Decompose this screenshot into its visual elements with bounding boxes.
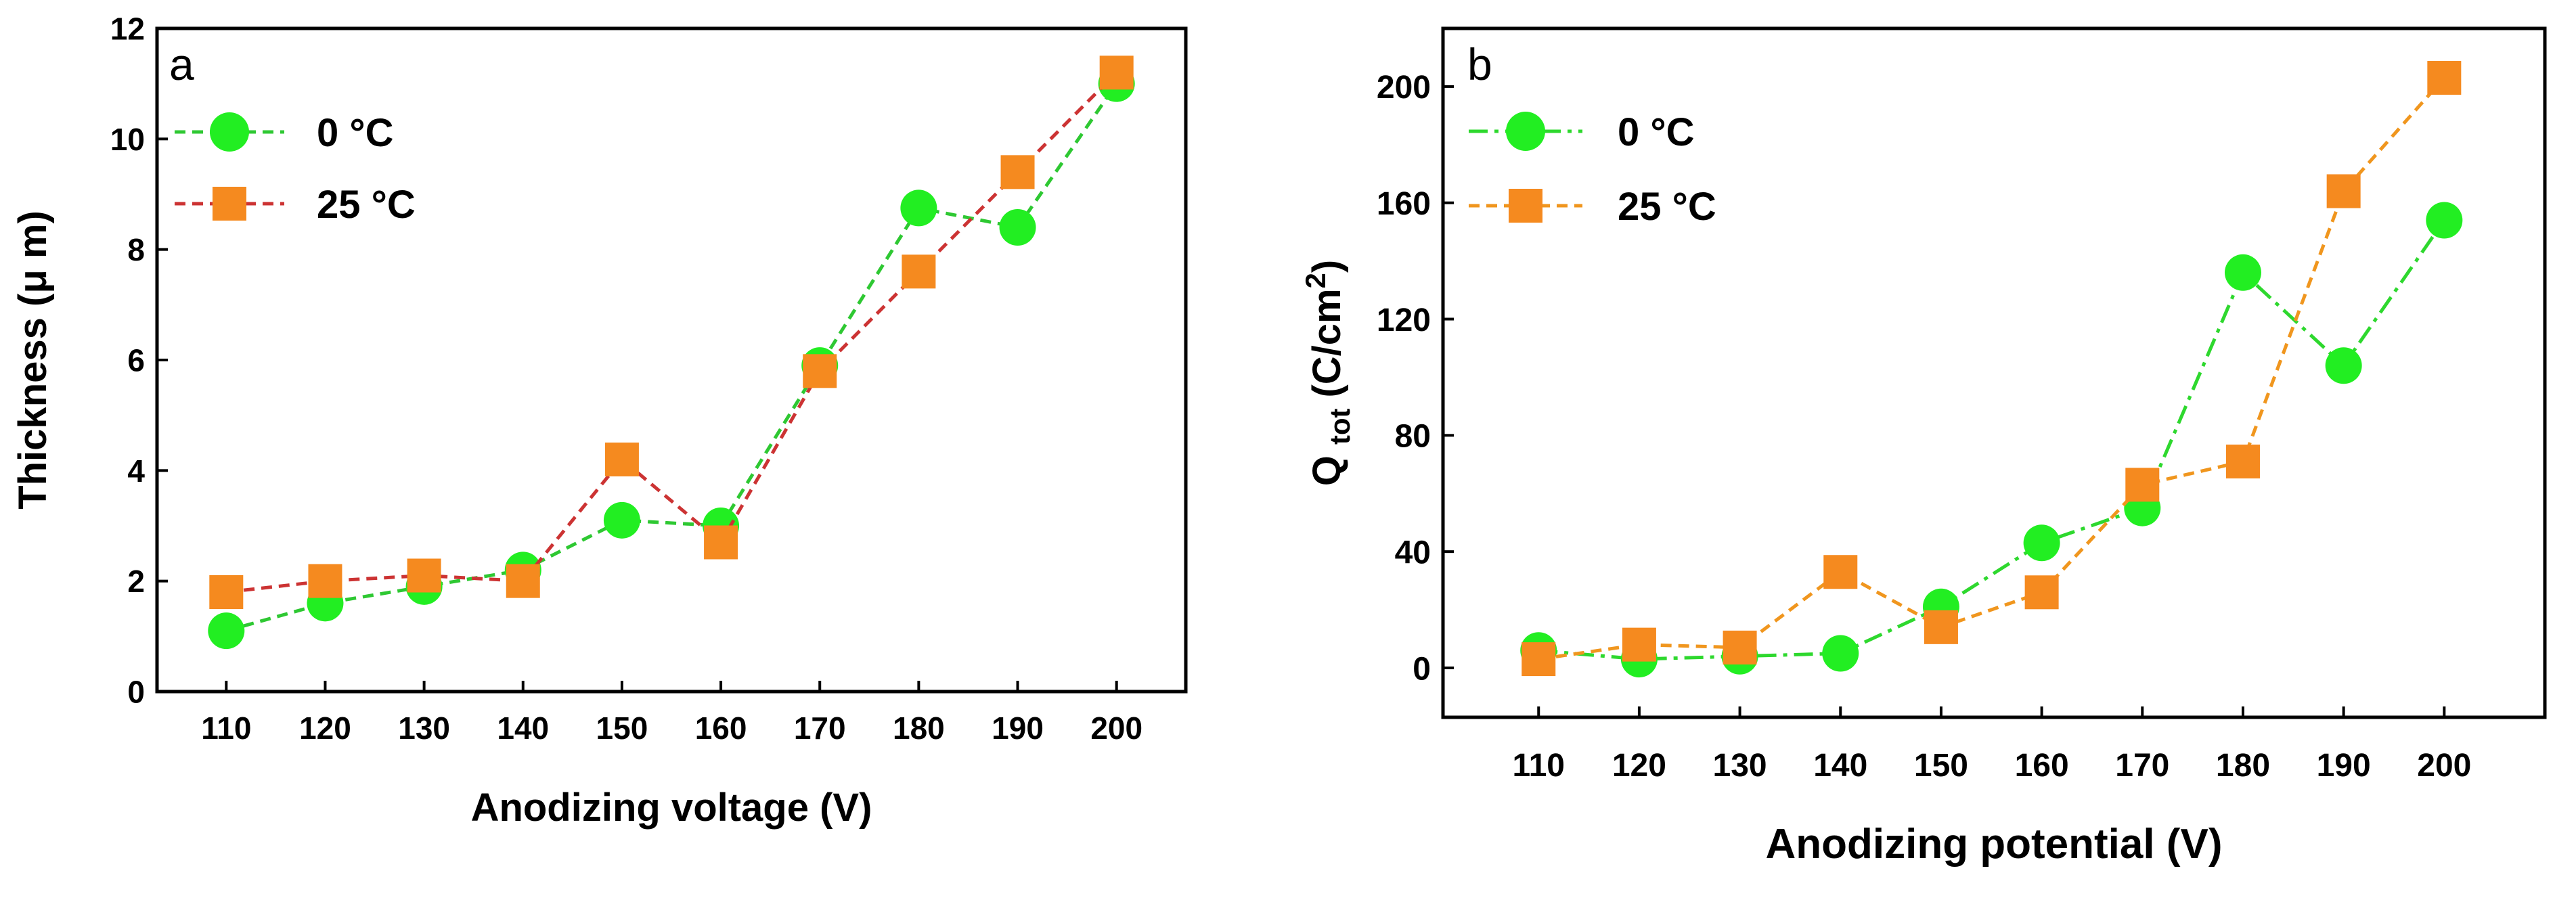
y-tick-label: 120 — [1377, 302, 1431, 338]
x-tick-label: 170 — [2115, 748, 2169, 784]
data-point-circle — [999, 209, 1036, 246]
series-line-warm — [1538, 76, 2446, 661]
y-tick-label: 0 — [127, 675, 145, 710]
y-tick-label: 0 — [1413, 651, 1431, 687]
x-tick-label: 200 — [2417, 748, 2471, 784]
chart-panel-b: 0 40 80 120 160 200 110 120 130 140 150 160 170 180 19… — [1300, 26, 2547, 868]
x-tick-label: 110 — [201, 711, 251, 746]
data-point-square — [803, 354, 837, 388]
data-point-circle — [2023, 524, 2060, 562]
data-point-square — [1000, 155, 1035, 189]
y-tick-label: 4 — [127, 453, 145, 489]
data-point-square — [1924, 610, 1958, 644]
x-tick-label: 130 — [1713, 748, 1767, 784]
y-tick-label: 2 — [127, 564, 145, 599]
series-line-cold — [1538, 219, 2446, 661]
x-tick-label: 120 — [299, 711, 351, 746]
data-point-circle — [1822, 635, 1859, 672]
x-tick-label: 170 — [794, 711, 846, 746]
data-point-square — [1723, 630, 1757, 665]
data-point-circle — [2224, 254, 2261, 291]
x-tick-label: 180 — [893, 711, 945, 746]
series-line-cold — [225, 83, 1118, 633]
data-point-square — [308, 564, 342, 598]
data-point-square — [2225, 445, 2260, 479]
legend-label: 25 °C — [317, 183, 416, 227]
legend-marker-square — [1509, 189, 1542, 223]
x-tick-label: 150 — [1914, 748, 1968, 784]
x-tick-label: 140 — [497, 711, 549, 746]
y-tick-label: 6 — [127, 343, 145, 378]
data-point-square — [2125, 468, 2160, 502]
legend-label: 0 °C — [1618, 110, 1694, 154]
x-tick-label: 110 — [1513, 748, 1565, 784]
panel-letter: a — [169, 39, 194, 89]
data-point-square — [506, 564, 540, 598]
x-tick-label: 160 — [695, 711, 747, 746]
y-axis-title-sub: tot — [1324, 409, 1356, 445]
x-tick-label: 120 — [1612, 748, 1666, 784]
legend-marker-circle — [210, 112, 249, 152]
y-axis-title: Thickness (μ m) — [11, 210, 55, 510]
y-axis-title-unit: (C/cm — [1305, 288, 1349, 408]
y-axis-title-sup: 2 — [1300, 273, 1331, 288]
data-point-square — [902, 254, 936, 289]
data-point-circle — [900, 189, 937, 227]
y-axis-title-main: Q — [1305, 445, 1349, 486]
data-point-square — [2326, 174, 2361, 208]
data-point-square — [704, 525, 738, 560]
data-point-square — [2427, 61, 2462, 95]
x-tick-label: 180 — [2216, 748, 2270, 784]
data-point-circle — [2426, 202, 2463, 239]
series-line-warm — [226, 71, 1118, 594]
legend-marker-square — [213, 187, 246, 221]
data-point-square — [407, 558, 441, 593]
y-tick-label: 40 — [1395, 535, 1431, 570]
y-axis-title-close: ) — [1305, 260, 1349, 273]
x-tick-label: 140 — [1813, 748, 1867, 784]
data-point-square — [209, 575, 244, 609]
data-point-circle — [208, 612, 245, 650]
data-point-square — [2024, 575, 2059, 610]
legend-label: 25 °C — [1618, 185, 1716, 229]
data-point-square — [604, 443, 639, 476]
panel-letter: b — [1467, 39, 1492, 89]
legend-label: 0 °C — [317, 111, 393, 155]
plot-frame — [1441, 26, 2547, 719]
x-tick-label: 190 — [992, 711, 1044, 746]
x-tick-label: 160 — [2015, 748, 2069, 784]
y-tick-label: 8 — [127, 232, 145, 267]
x-axis-title: Anodizing potential (V) — [1765, 821, 2222, 868]
chart-panel-a: 0 2 4 6 8 10 12 110 120 130 140 150 160 170 180 190 200 A… — [11, 12, 1188, 830]
y-tick-label: 10 — [110, 122, 145, 157]
y-axis-title: Q tot (C/cm2) — [1300, 260, 1356, 486]
x-tick-label: 200 — [1090, 711, 1142, 746]
data-point-square — [1823, 555, 1858, 589]
x-tick-label: 130 — [398, 711, 450, 746]
data-point-square — [1522, 642, 1556, 677]
y-tick-label: 200 — [1377, 70, 1431, 106]
data-point-square — [1099, 55, 1134, 90]
data-point-circle — [2325, 347, 2362, 384]
y-tick-label: 80 — [1395, 419, 1431, 455]
legend-marker-circle — [1506, 112, 1545, 151]
x-axis-title: Anodizing voltage (V) — [471, 786, 872, 830]
y-tick-label: 12 — [110, 12, 145, 47]
x-tick-label: 150 — [596, 711, 648, 746]
x-tick-label: 190 — [2317, 748, 2371, 784]
data-point-circle — [603, 501, 640, 539]
y-tick-label: 160 — [1377, 186, 1431, 222]
data-point-square — [1622, 627, 1656, 662]
